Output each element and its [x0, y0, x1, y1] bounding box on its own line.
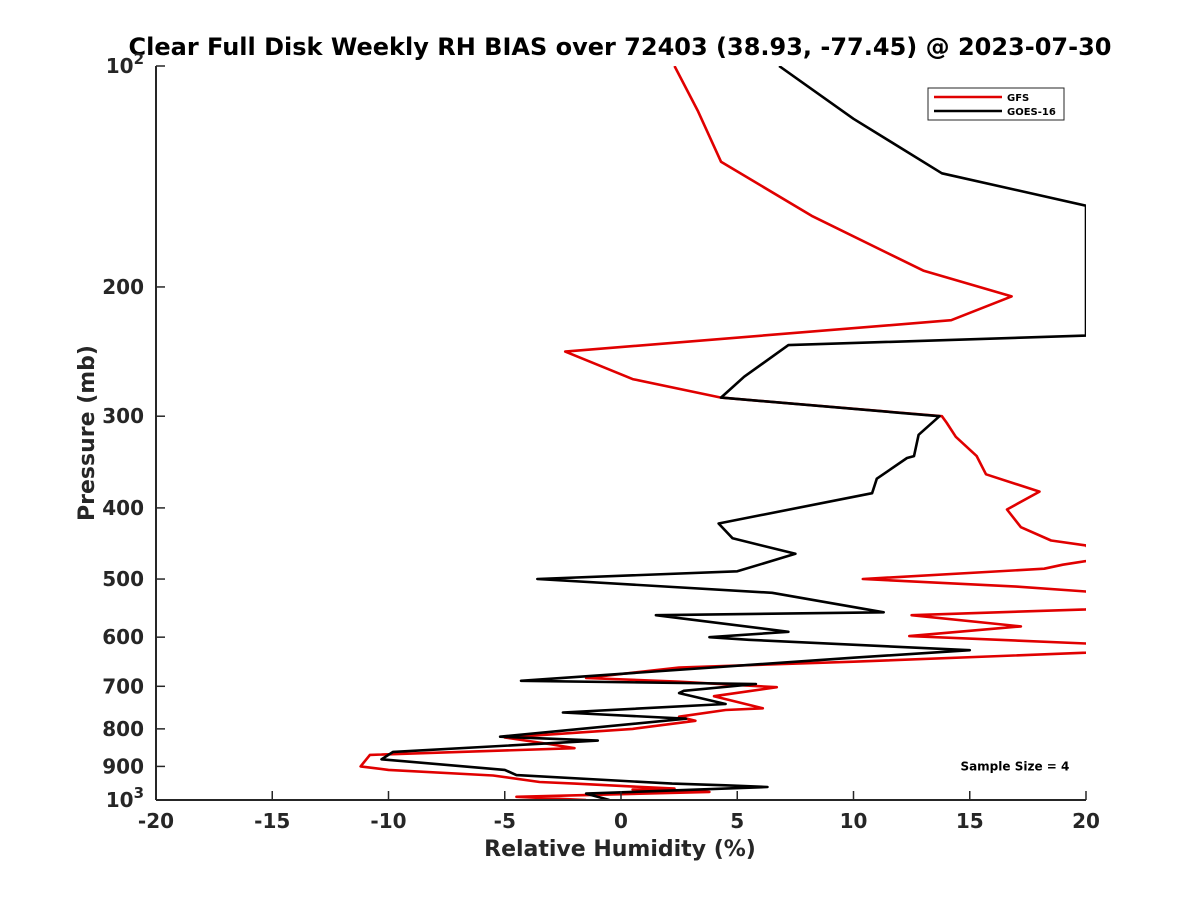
x-tick-label: 10 — [840, 809, 868, 833]
axes-layer — [155, 66, 1086, 801]
y-tick-label: 600 — [102, 625, 144, 649]
y-tick-label: 103 — [106, 784, 144, 812]
y-axis-title: Pressure (mb) — [75, 345, 100, 521]
y-tick-label: 800 — [102, 717, 144, 741]
chart-title: Clear Full Disk Weekly RH BIAS over 7240… — [129, 33, 1112, 61]
y-tick-label: 900 — [102, 754, 144, 778]
x-tick-label: 15 — [956, 809, 984, 833]
y-tick-label: 400 — [102, 496, 144, 520]
y-tick-label: 200 — [102, 275, 144, 299]
x-tick-label: -5 — [494, 809, 516, 833]
ticks-layer: -20 -15 -10 -5 0 5 10 15 20 102 200 300 400 500 600 700… — [102, 50, 1100, 833]
y-tick-label: 700 — [102, 674, 144, 698]
x-tick-label: -10 — [370, 809, 406, 833]
x-tick-label: 0 — [614, 809, 628, 833]
y-tick-label: 102 — [106, 50, 144, 78]
x-tick-label: -20 — [138, 809, 174, 833]
series-line-goes-16 — [380, 66, 1086, 800]
sample-size-annotation: Sample Size = 4 — [960, 759, 1069, 773]
x-tick-label: 20 — [1072, 809, 1100, 833]
legend-label: GFS — [1007, 93, 1029, 104]
legend-box — [927, 87, 1065, 121]
legend: GFS GOES-16 — [927, 87, 1065, 121]
x-tick-label: 5 — [730, 809, 744, 833]
x-tick-label: -15 — [254, 809, 290, 833]
y-tick-label: 500 — [102, 567, 144, 591]
series-layer — [359, 66, 1086, 800]
series-line-gfs — [359, 66, 1086, 800]
legend-label: GOES-16 — [1007, 107, 1056, 118]
y-tick-label: 300 — [102, 404, 144, 428]
annotation-layer: Sample Size = 4 — [960, 759, 1069, 773]
x-axis-title: Relative Humidity (%) — [484, 837, 756, 862]
